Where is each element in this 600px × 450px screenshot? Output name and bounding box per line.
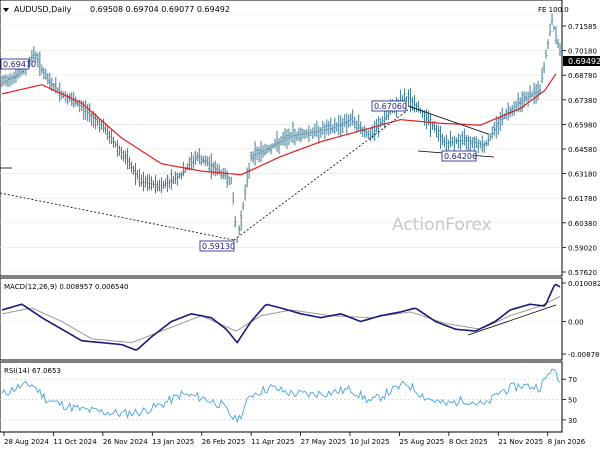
rsi-grid [0,378,562,421]
price-tick-label: 0.67380 [568,97,597,105]
price-tick-label: 0.71585 [568,23,597,31]
annotation-bottom: 0.59130 [202,242,235,251]
ohlc-values: 0.69508 0.69704 0.69077 0.69492 [90,5,230,14]
price-axis: 0.71585 0.70180 0.68780 0.67380 0.65980 0.645… [562,23,597,277]
watermark: ActionForex [392,215,492,235]
macd-panel: MACD(12,26,9) 0.008957 0.006540 0.010082… [0,277,600,361]
rsi-tick-label: 70 [568,376,577,384]
corner-label: FE 100.0 [538,6,569,14]
current-price-marker [563,56,600,66]
time-tick-label: 21 Nov 2025 [498,438,543,446]
moving-average-line [1,73,557,176]
annotation-box-high [0,58,30,70]
macd-trendline [467,304,557,336]
price-tick-label: 0.64580 [568,146,597,154]
price-tick-label: 0.60380 [568,220,597,228]
time-tick-label: 10 Jul 2025 [350,438,390,446]
macd-axis: 0.010082 0.00 -0.008785 [562,280,600,359]
price-tick-label: 0.61780 [568,195,597,203]
annotation-box-low [441,150,477,162]
price-tick-label: 0.65980 [568,121,597,129]
macd-main-line [1,283,561,351]
annotation-box-peak [371,100,407,112]
annotation-peak: 0.67060 [374,102,407,111]
macd-tick-label: 0.00 [568,318,584,326]
rsi-title: RSI(14) 67.0653 [4,367,61,375]
price-tick-label: 0.63180 [568,171,597,179]
time-tick-label: 25 Aug 2025 [399,438,444,446]
time-tick-label: 27 May 2025 [301,438,347,446]
price-panel: ActionForex AUDUSD,Daily 0.69508 0.69704… [0,0,600,277]
time-tick-label: 11 Oct 2024 [53,438,97,446]
price-tick-label: 0.70180 [568,48,597,56]
annotation-box-bottom [199,240,235,252]
rsi-panel-frame [0,361,563,433]
price-tick-label: 0.57620 [568,269,597,277]
time-tick-label: 8 Oct 2025 [449,438,488,446]
time-tick-label: 11 Apr 2025 [251,438,294,446]
macd-signal-line [1,296,561,344]
time-tick-label: 28 Aug 2024 [4,438,49,446]
time-tick-label: 13 Jan 2025 [152,438,194,446]
price-tick-label: 0.59020 [568,244,597,252]
macd-title: MACD(12,26,9) 0.008957 0.006540 [4,283,128,291]
price-grid [0,13,562,273]
macd-tick-label: -0.008785 [568,351,600,359]
rising-trendline [233,109,409,241]
macd-tick-label: 0.010082 [568,280,600,288]
annotation-low: 0.64206 [444,152,477,161]
rsi-axis: 70 50 30 [562,376,577,425]
rsi-panel: RSI(14) 67.0653 70 50 30 [0,361,577,433]
annotation-high: 0.69410 [3,60,36,69]
macd-panel-frame [0,277,563,361]
price-annotations: 0.69410 0.67060 0.64206 0.59130 [0,58,477,252]
rsi-line [1,368,561,424]
time-axis: 28 Aug 2024 11 Oct 2024 26 Nov 2024 13 Jan … [3,432,586,446]
rsi-tick-label: 50 [568,397,577,405]
symbol-label: AUDUSD,Daily [14,5,72,14]
rsi-tick-label: 30 [568,417,577,425]
time-tick-label: 8 Jan 2026 [548,438,586,446]
time-tick-label: 26 Feb 2025 [202,438,246,446]
time-tick-label: 26 Nov 2024 [103,438,148,446]
triangle-upper-line [407,105,489,135]
price-tick-label: 0.68780 [568,72,597,80]
dropdown-triangle-icon [3,8,9,12]
current-price-label: 0.69492 [568,57,600,66]
